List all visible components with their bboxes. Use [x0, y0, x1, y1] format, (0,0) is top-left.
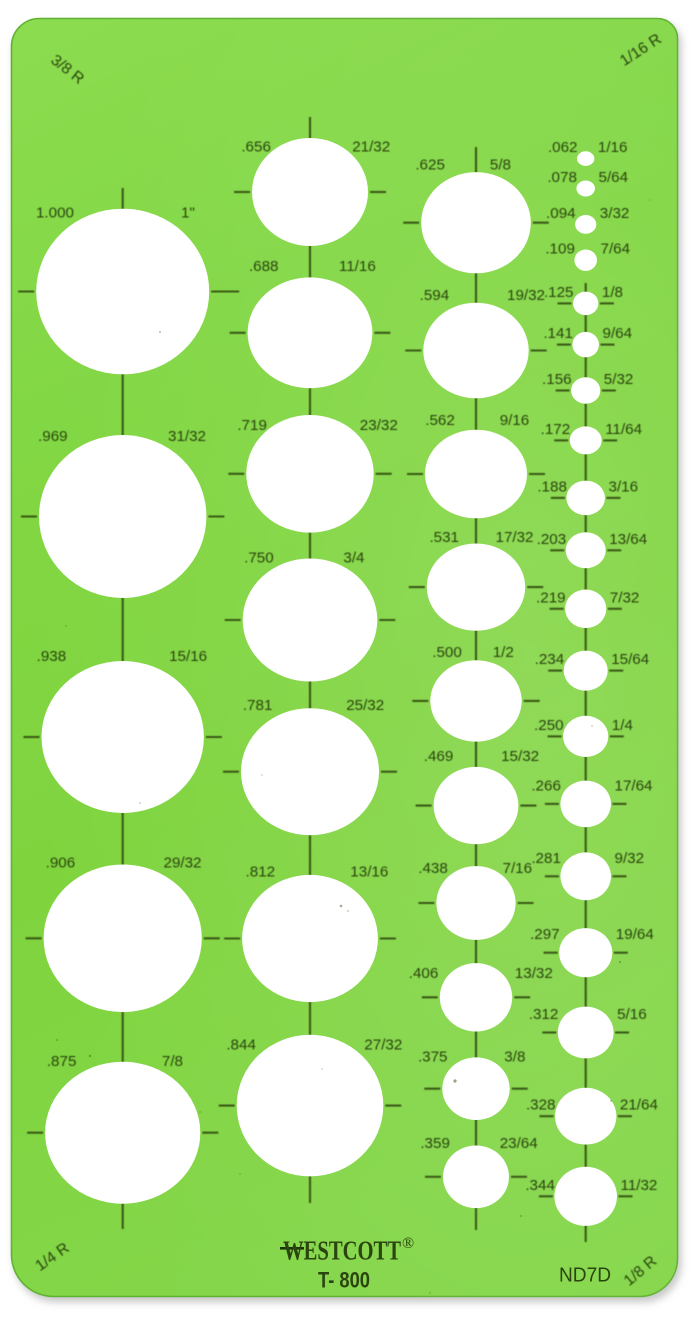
- svg-text:.172: .172: [541, 421, 571, 438]
- svg-text:9/32: 9/32: [615, 850, 645, 867]
- svg-text:27/32: 27/32: [364, 1037, 402, 1054]
- svg-text:.062: .062: [548, 139, 578, 156]
- svg-text:.344: .344: [525, 1177, 555, 1194]
- svg-text:.234: .234: [535, 651, 565, 668]
- svg-text:21/32: 21/32: [352, 139, 390, 156]
- svg-text:23/64: 23/64: [500, 1135, 538, 1152]
- svg-text:.188: .188: [537, 478, 567, 495]
- svg-text:31/32: 31/32: [168, 428, 206, 445]
- svg-text:.078: .078: [547, 169, 577, 186]
- svg-text:®: ®: [402, 1235, 414, 1252]
- svg-text:1.000: 1.000: [36, 205, 74, 222]
- svg-text:.656: .656: [241, 139, 271, 156]
- svg-text:15/32: 15/32: [501, 748, 539, 765]
- svg-text:.375: .375: [418, 1049, 448, 1066]
- svg-text:.312: .312: [529, 1006, 559, 1023]
- svg-text:13/64: 13/64: [609, 531, 647, 548]
- svg-text:.781: .781: [243, 697, 273, 714]
- svg-text:.094: .094: [546, 205, 576, 222]
- svg-text:.328: .328: [526, 1097, 556, 1114]
- svg-text:.750: .750: [244, 550, 274, 567]
- svg-text:.156: .156: [542, 371, 572, 388]
- svg-text:.938: .938: [37, 648, 67, 665]
- svg-text:1": 1": [181, 205, 195, 222]
- svg-text:19/64: 19/64: [616, 926, 654, 943]
- svg-text:1/2: 1/2: [493, 644, 514, 661]
- svg-text:.625: .625: [415, 157, 445, 174]
- svg-text:5/32: 5/32: [604, 371, 634, 388]
- svg-text:.812: .812: [246, 863, 276, 880]
- svg-text:3/16: 3/16: [609, 478, 639, 495]
- svg-text:.359: .359: [420, 1135, 450, 1152]
- svg-text:5/64: 5/64: [599, 169, 629, 186]
- svg-text:WESTCOTT: WESTCOTT: [283, 1236, 401, 1266]
- svg-text:.844: .844: [226, 1037, 256, 1054]
- svg-text:.875: .875: [47, 1053, 77, 1070]
- svg-text:.688: .688: [249, 258, 279, 275]
- svg-text:1/16: 1/16: [598, 139, 628, 156]
- svg-text:.141: .141: [543, 325, 573, 342]
- svg-text:13/32: 13/32: [515, 965, 553, 982]
- svg-text:21/64: 21/64: [620, 1097, 658, 1114]
- svg-text:.500: .500: [432, 644, 462, 661]
- svg-text:.562: .562: [425, 412, 455, 429]
- svg-text:.125: .125: [544, 284, 574, 301]
- svg-text:13/16: 13/16: [350, 863, 388, 880]
- svg-text:.266: .266: [531, 777, 561, 794]
- svg-text:11/16: 11/16: [339, 258, 376, 275]
- svg-text:.250: .250: [534, 717, 564, 734]
- svg-text:11/64: 11/64: [605, 421, 642, 438]
- svg-text:.969: .969: [38, 428, 68, 445]
- svg-text:15/16: 15/16: [169, 648, 207, 665]
- svg-text:7/32: 7/32: [610, 589, 640, 606]
- svg-text:ND7D: ND7D: [559, 1264, 611, 1287]
- svg-text:1/8: 1/8: [602, 284, 623, 301]
- svg-text:7/16: 7/16: [503, 860, 533, 877]
- svg-text:1/4: 1/4: [612, 717, 633, 734]
- svg-text:.203: .203: [537, 531, 567, 548]
- svg-text:.297: .297: [530, 926, 560, 943]
- svg-text:23/32: 23/32: [360, 417, 398, 434]
- svg-text:.719: .719: [237, 417, 267, 434]
- svg-text:5/8: 5/8: [490, 157, 511, 174]
- svg-text:.281: .281: [531, 850, 561, 867]
- svg-text:3/8: 3/8: [504, 1049, 525, 1066]
- svg-text:3/32: 3/32: [600, 205, 630, 222]
- svg-text:5/16: 5/16: [617, 1006, 647, 1023]
- svg-text:.438: .438: [418, 860, 448, 877]
- svg-text:9/16: 9/16: [500, 412, 530, 429]
- svg-text:T- 800: T- 800: [318, 1268, 370, 1293]
- svg-text:15/64: 15/64: [611, 651, 649, 668]
- svg-text:.531: .531: [429, 529, 459, 546]
- svg-text:25/32: 25/32: [346, 697, 384, 714]
- svg-text:7/64: 7/64: [601, 241, 631, 258]
- svg-text:3/4: 3/4: [343, 550, 364, 567]
- svg-text:17/64: 17/64: [615, 777, 653, 794]
- svg-text:17/32: 17/32: [496, 529, 534, 546]
- svg-text:.469: .469: [424, 748, 454, 765]
- svg-text:.906: .906: [46, 855, 76, 872]
- svg-text:.406: .406: [409, 965, 439, 982]
- svg-text:19/32: 19/32: [507, 287, 545, 304]
- svg-text:.109: .109: [545, 241, 575, 258]
- svg-text:.594: .594: [420, 287, 450, 304]
- svg-text:11/32: 11/32: [621, 1177, 658, 1194]
- svg-text:.219: .219: [536, 589, 566, 606]
- svg-text:7/8: 7/8: [162, 1053, 183, 1070]
- svg-text:9/64: 9/64: [603, 325, 633, 342]
- svg-text:29/32: 29/32: [164, 855, 202, 872]
